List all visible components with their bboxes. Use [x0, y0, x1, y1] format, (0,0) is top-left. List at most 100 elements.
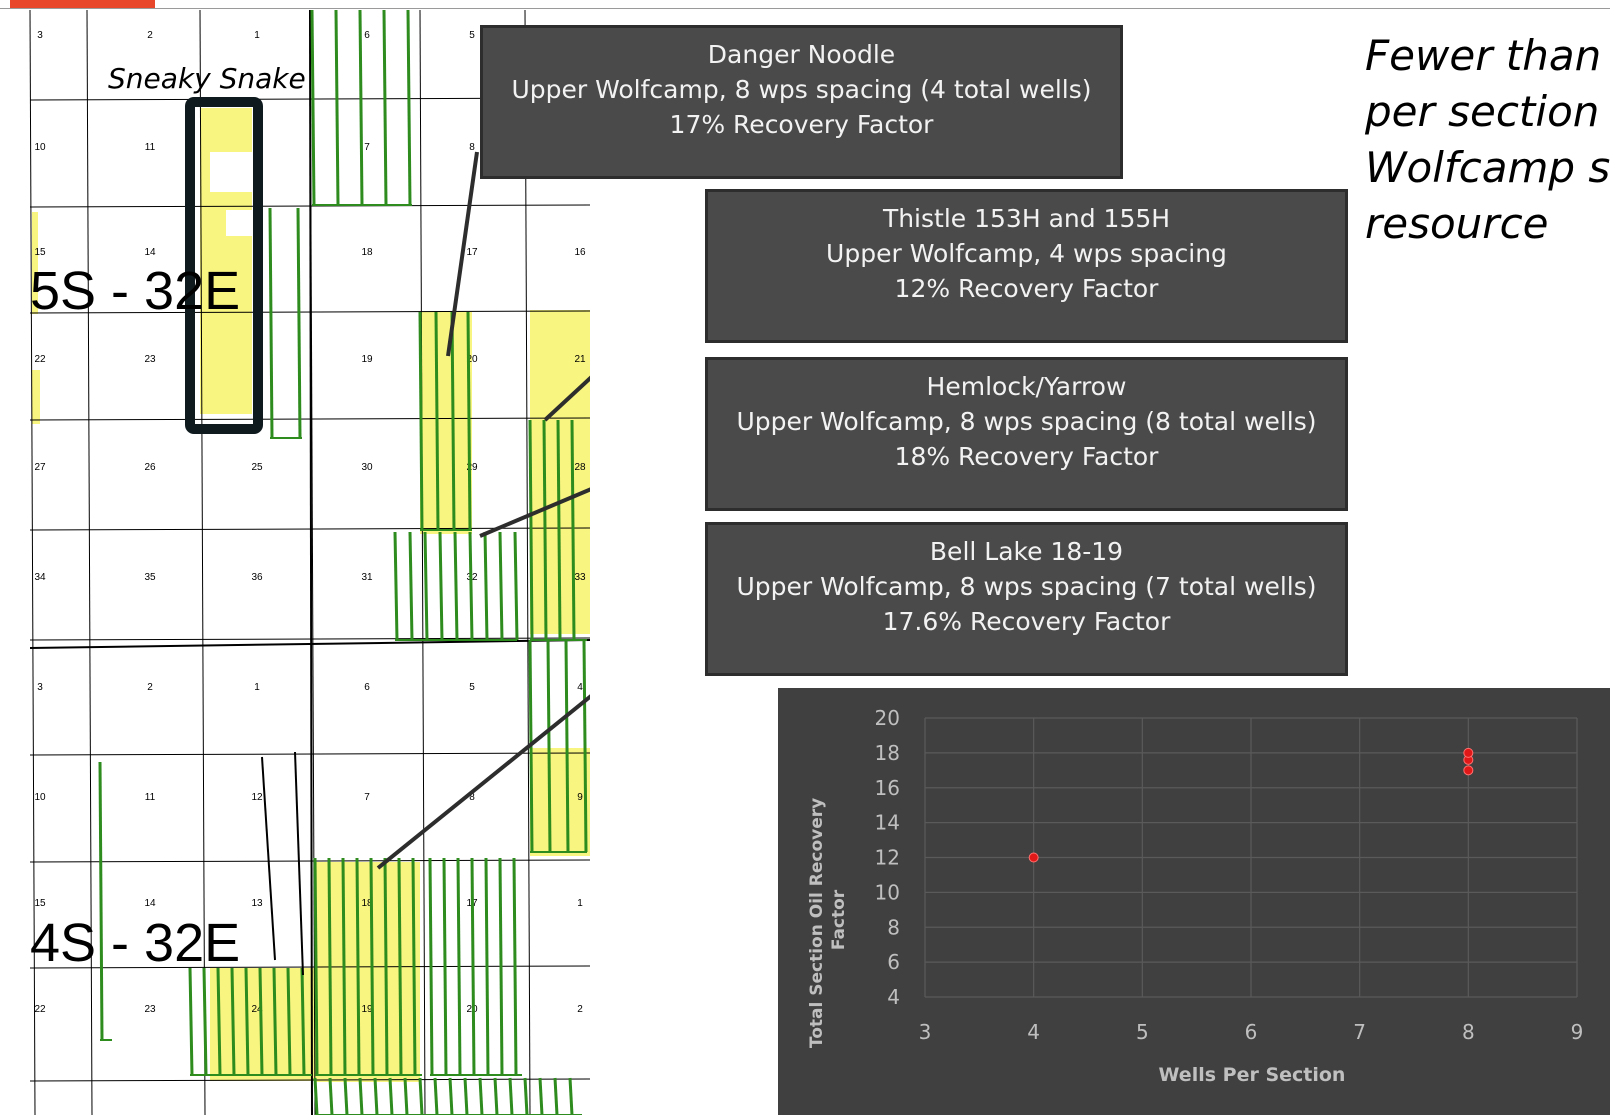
section-number: 5: [469, 682, 475, 693]
well-line: [268, 207, 274, 439]
section-number: 36: [251, 572, 263, 583]
well-line: [456, 857, 462, 1076]
highlight-area: [420, 312, 472, 534]
well-line: [286, 967, 292, 1076]
x-tick-label: 8: [1462, 1020, 1475, 1044]
callout-hemlock-yarrow: Hemlock/Yarrow Upper Wolfcamp, 8 wps spa…: [705, 357, 1348, 511]
highlight-gap: [226, 210, 252, 236]
well-line: [98, 761, 104, 1041]
callout-thistle: Thistle 153H and 155H Upper Wolfcamp, 4 …: [705, 189, 1348, 343]
highlight-area: [32, 370, 40, 424]
well-line: [216, 967, 222, 1076]
well-line: [433, 1077, 439, 1115]
well-line: [202, 967, 208, 1076]
well-line: [296, 207, 302, 439]
section-number: 26: [144, 462, 156, 473]
well-line: [230, 967, 236, 1076]
section-number: 12: [251, 792, 263, 803]
well-line: [553, 1077, 559, 1115]
section-number: 13: [251, 898, 263, 909]
section-number: 27: [34, 462, 46, 473]
section-number: 18: [361, 898, 373, 909]
section-number: 11: [145, 792, 156, 803]
sneaky-snake-highlight-box: [185, 97, 263, 434]
section-number: 3: [37, 682, 43, 693]
data-point: [1028, 852, 1039, 863]
well-line: [450, 311, 456, 531]
callout-spacing: Upper Wolfcamp, 8 wps spacing (7 total w…: [736, 572, 1317, 601]
well-line: [484, 857, 490, 1076]
well-line: [343, 1077, 349, 1115]
well-line: [463, 1077, 469, 1115]
callout-recovery: 17.6% Recovery Factor: [882, 607, 1171, 636]
callout-bell-lake: Bell Lake 18-19 Upper Wolfcamp, 8 wps sp…: [705, 522, 1348, 676]
callout-spacing: Upper Wolfcamp, 8 wps spacing (4 total w…: [511, 75, 1092, 104]
well-line: [408, 531, 414, 641]
well-line: [528, 419, 534, 641]
section-number: 1: [254, 682, 260, 693]
highlight-area: [530, 748, 590, 856]
section-line-vertical: [199, 9, 206, 1115]
well-line: [341, 857, 347, 1076]
well-line: [388, 1077, 394, 1115]
section-number: 10: [34, 142, 46, 153]
y-axis-label: Total Section Oil Recovery Factor: [807, 792, 849, 1048]
section-number: 1: [254, 30, 260, 41]
x-tick-label: 6: [1245, 1020, 1258, 1044]
section-number: 23: [144, 354, 156, 365]
callout-pointer: [543, 375, 590, 422]
section-number: 5: [469, 30, 475, 41]
callout-title: Thistle 153H and 155H: [882, 204, 1171, 233]
accent-bar: [10, 0, 155, 8]
y-axis-ticks: 4 6 8 10 12 14 16 18 20: [875, 706, 900, 1009]
well-line: [442, 857, 448, 1076]
highlight-area: [32, 212, 38, 314]
well-line: [244, 967, 250, 1076]
section-number: 25: [251, 462, 263, 473]
well-line: [334, 9, 340, 206]
data-points: [1028, 747, 1474, 863]
section-number: 29: [466, 462, 478, 473]
callout-spacing: Upper Wolfcamp, 4 wps spacing: [826, 239, 1227, 268]
section-number: 16: [574, 247, 586, 258]
section-number: 19: [361, 1004, 373, 1015]
well-line: [313, 1077, 319, 1115]
well-line: [570, 419, 576, 641]
well-line: [327, 857, 333, 1076]
section-number: 8: [469, 142, 475, 153]
well-line: [538, 1077, 544, 1115]
well-line: [498, 531, 504, 641]
well-line: [258, 967, 264, 1076]
section-number: 3: [37, 30, 43, 41]
township-label-lower: 4S - 32E: [30, 913, 240, 973]
well-line: [470, 857, 476, 1076]
headline-line-4: resource: [1365, 199, 1549, 248]
callout-title: Hemlock/Yarrow: [926, 372, 1127, 401]
well-line: [397, 857, 403, 1076]
well-line: [438, 531, 444, 641]
well-line: [568, 1077, 574, 1115]
well-line: [542, 419, 548, 641]
section-number: 7: [364, 142, 370, 153]
range-boundary: [309, 9, 313, 1115]
section-number: 10: [34, 792, 46, 803]
township-label-upper: 5S - 32E: [30, 261, 240, 321]
section-number: 30: [361, 462, 373, 473]
y-tick-label: 16: [875, 776, 900, 800]
well-line-black: [261, 756, 276, 961]
well-line: [508, 1077, 514, 1115]
section-line-horizontal: [29, 1078, 590, 1082]
section-number: 34: [34, 572, 46, 583]
section-line-horizontal: [29, 637, 590, 641]
x-axis-ticks: 3 4 5 6 7 8 9: [919, 1020, 1584, 1044]
callout-title: Danger Noodle: [707, 40, 896, 69]
section-number: 2: [147, 682, 153, 693]
section-number: 22: [34, 354, 46, 365]
township-boundary: [29, 639, 590, 649]
well-line: [434, 311, 440, 531]
section-line-horizontal: [29, 859, 590, 863]
x-tick-label: 5: [1136, 1020, 1149, 1044]
headline: Fewer than per section i Wolfcamp s reso…: [1365, 28, 1610, 252]
